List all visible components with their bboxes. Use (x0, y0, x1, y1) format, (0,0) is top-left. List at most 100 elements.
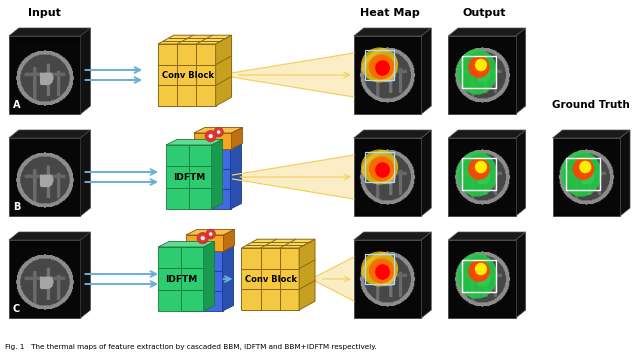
Bar (177, 85, 196, 106)
Polygon shape (232, 155, 354, 199)
Bar (260, 269, 280, 289)
Ellipse shape (375, 162, 390, 178)
Bar (181, 268, 204, 290)
Ellipse shape (468, 260, 490, 282)
Text: B: B (13, 202, 20, 212)
Polygon shape (216, 135, 221, 137)
Polygon shape (81, 130, 90, 216)
Bar (158, 44, 177, 65)
Bar (158, 65, 177, 85)
Bar (448, 240, 516, 318)
Circle shape (197, 233, 208, 244)
Bar (203, 271, 223, 291)
Ellipse shape (457, 151, 497, 197)
Bar (211, 169, 230, 189)
Bar (462, 158, 496, 190)
Circle shape (209, 134, 212, 138)
Circle shape (209, 232, 212, 236)
Bar (9, 240, 81, 318)
Bar (158, 268, 181, 290)
Bar (166, 188, 189, 209)
Bar (211, 189, 230, 209)
Text: IDFTM: IDFTM (173, 173, 205, 182)
Bar (462, 260, 496, 292)
Bar (260, 248, 280, 269)
Text: Conv Block: Conv Block (162, 70, 214, 79)
Ellipse shape (561, 151, 602, 197)
Ellipse shape (468, 56, 490, 78)
Text: Heat Map: Heat Map (360, 8, 419, 18)
Bar (191, 149, 211, 169)
Ellipse shape (375, 60, 390, 76)
Bar (448, 36, 516, 114)
Polygon shape (207, 140, 214, 142)
Polygon shape (9, 130, 90, 138)
Ellipse shape (468, 158, 490, 180)
Bar (191, 189, 211, 209)
Bar (212, 133, 232, 149)
Bar (354, 36, 421, 114)
Bar (196, 65, 216, 85)
Bar (354, 240, 421, 318)
Bar (9, 36, 81, 114)
Ellipse shape (375, 264, 390, 280)
Ellipse shape (369, 258, 394, 283)
Polygon shape (81, 28, 90, 114)
Bar (158, 85, 177, 106)
Polygon shape (299, 239, 315, 310)
Text: C: C (13, 304, 20, 314)
Ellipse shape (457, 253, 497, 299)
Circle shape (205, 131, 216, 142)
Polygon shape (230, 143, 241, 209)
Polygon shape (552, 130, 630, 138)
Polygon shape (448, 130, 525, 138)
Bar (365, 152, 394, 182)
Polygon shape (191, 143, 241, 149)
Bar (260, 289, 280, 310)
Polygon shape (241, 239, 315, 248)
Bar (189, 166, 212, 188)
Polygon shape (223, 230, 234, 251)
Bar (177, 65, 196, 85)
Ellipse shape (361, 150, 398, 184)
Bar (203, 291, 223, 311)
Bar (196, 85, 216, 106)
Polygon shape (200, 241, 206, 244)
Bar (189, 145, 212, 166)
Bar (183, 271, 203, 291)
Polygon shape (212, 140, 223, 209)
Polygon shape (516, 130, 525, 216)
Bar (280, 269, 299, 289)
Ellipse shape (369, 157, 394, 182)
Bar (183, 251, 203, 271)
Polygon shape (354, 232, 431, 240)
Bar (365, 254, 394, 284)
Text: Ground Truth: Ground Truth (552, 100, 630, 110)
Polygon shape (232, 53, 354, 97)
Text: IDFTM: IDFTM (164, 274, 197, 283)
Bar (566, 158, 600, 190)
Ellipse shape (573, 158, 594, 180)
Polygon shape (216, 35, 232, 106)
Bar (203, 251, 223, 271)
Bar (189, 188, 212, 209)
Ellipse shape (369, 54, 394, 79)
Ellipse shape (475, 263, 487, 275)
Bar (158, 247, 181, 268)
Polygon shape (421, 130, 431, 216)
Ellipse shape (361, 251, 398, 287)
Bar (552, 138, 620, 216)
Circle shape (201, 236, 205, 240)
Bar (181, 247, 204, 268)
Polygon shape (208, 237, 213, 239)
Ellipse shape (579, 161, 591, 173)
Polygon shape (158, 35, 232, 44)
Ellipse shape (475, 161, 487, 173)
Bar (448, 138, 516, 216)
Ellipse shape (457, 49, 497, 95)
Bar (191, 169, 211, 189)
Polygon shape (516, 28, 525, 114)
Bar (280, 248, 299, 269)
Polygon shape (448, 232, 525, 240)
Polygon shape (81, 232, 90, 318)
